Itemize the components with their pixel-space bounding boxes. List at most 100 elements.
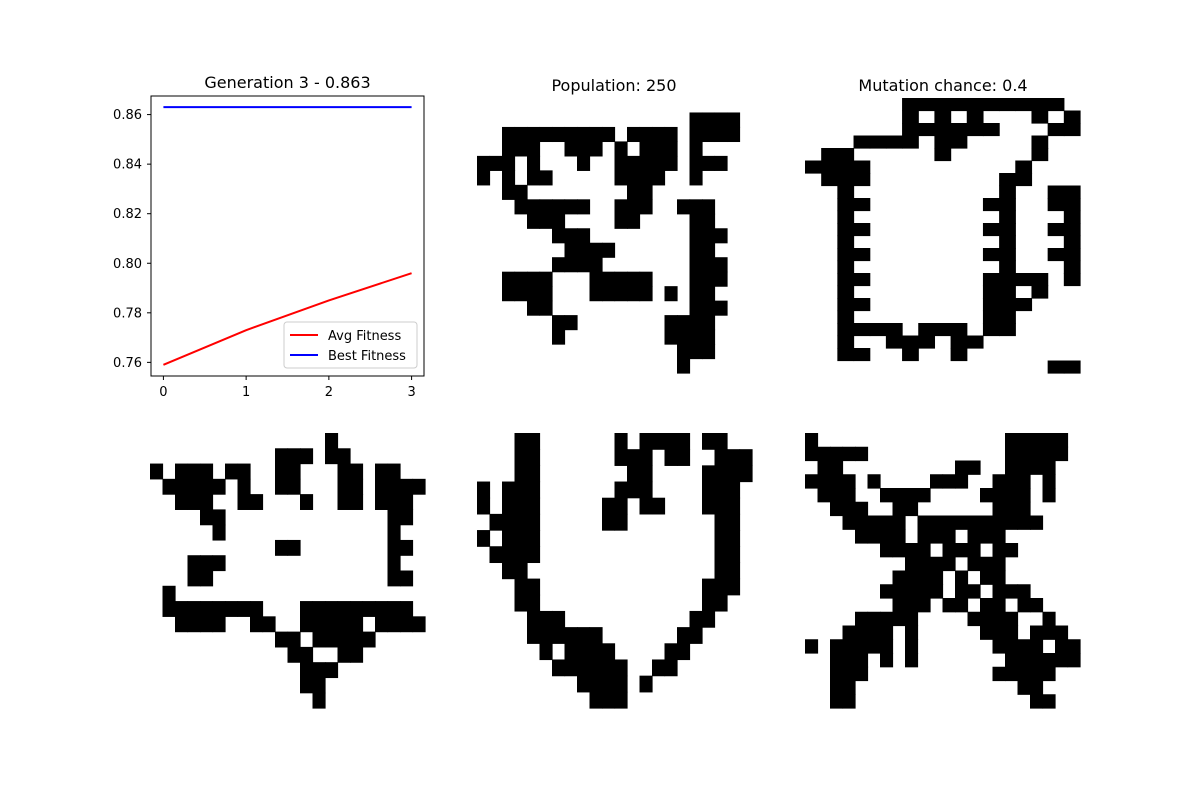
grid-cell [602, 242, 616, 258]
grid-cell [853, 223, 871, 237]
grid-cell [1063, 185, 1081, 199]
grid-cell [1005, 460, 1019, 475]
grid-cell [677, 344, 691, 360]
grid-cell [502, 562, 516, 580]
grid-cell [387, 463, 401, 480]
grid-cell [527, 513, 541, 531]
grid-cell [350, 601, 364, 617]
grid-cell [150, 463, 164, 480]
grid-cell [387, 616, 401, 633]
grid-cell [677, 199, 691, 215]
grid-cell [689, 141, 703, 157]
grid-cell [689, 610, 703, 628]
grid-cell [853, 198, 871, 212]
grid-cell [552, 659, 566, 677]
grid-cell [727, 126, 741, 143]
grid-cell [1030, 433, 1044, 448]
grid-cell [714, 546, 728, 564]
grid-cell [966, 110, 984, 124]
grid-cell [502, 286, 516, 302]
grid-cell [489, 155, 503, 171]
legend: Avg Fitness Best Fitness [283, 321, 418, 369]
grid-cell [200, 601, 214, 617]
grid-cell [175, 601, 189, 617]
grid-cell [602, 643, 616, 661]
grid-cell [950, 323, 968, 337]
grid-cell [967, 515, 981, 530]
grid-cell [639, 170, 653, 186]
grid-cell [614, 213, 628, 229]
grid-cell [1030, 460, 1044, 475]
grid-cell [992, 488, 1006, 503]
grid-cell [942, 543, 956, 558]
grid-cell [902, 135, 919, 149]
grid-cell [727, 449, 741, 466]
grid-cell [614, 155, 628, 171]
grid-cell [564, 141, 578, 157]
grid-cell [905, 598, 919, 613]
grid-cell [702, 112, 716, 128]
grid-cell [702, 213, 716, 229]
grid-cell [992, 666, 1006, 682]
grid-cell [400, 616, 414, 633]
grid-cell [942, 529, 956, 544]
grid-cell [602, 675, 616, 693]
grid-cell [200, 509, 214, 526]
grid-cell [614, 449, 628, 466]
grid-cell [702, 126, 716, 143]
y-axis: 0.76 0.78 0.80 0.82 0.84 0.86 [113, 108, 151, 371]
grid-cell [955, 543, 969, 558]
grid-cell [1017, 433, 1031, 448]
grid-cell [853, 160, 871, 174]
grid-cell [502, 513, 516, 531]
grid-cell [527, 627, 541, 644]
grid-cell [1031, 273, 1049, 287]
grid-cell [830, 488, 844, 503]
grid-cell [837, 173, 855, 187]
grid-cell [577, 199, 591, 215]
grid-cell [287, 463, 301, 480]
grid-cell [905, 543, 919, 558]
grid-cell [1047, 185, 1065, 199]
grid-cell [614, 675, 628, 693]
grid-cell [552, 610, 566, 628]
grid-cell [1042, 446, 1056, 462]
grid-cell [1042, 488, 1056, 503]
grid-cell [677, 449, 691, 466]
grid-cell [589, 675, 603, 693]
grid-cell [300, 677, 314, 694]
grid-cell [702, 271, 716, 287]
grid-cell [967, 529, 981, 544]
grid-cell [982, 248, 1000, 262]
grid-cell [830, 666, 844, 682]
grid-cell [702, 433, 716, 450]
grid-cell [1042, 460, 1056, 475]
grid-cell [837, 148, 855, 162]
grid-cell [1063, 223, 1081, 237]
grid-cell [589, 271, 603, 287]
grid-cell [589, 627, 603, 644]
grid-cell [614, 691, 628, 709]
grid-cell [934, 123, 952, 137]
grid-cell [237, 478, 251, 495]
grid-cell [1005, 584, 1019, 599]
grid-cell [1030, 598, 1044, 613]
grid-cell [614, 481, 628, 499]
grid-cell [614, 659, 628, 677]
grid-cell [577, 126, 591, 143]
grid-cell [664, 659, 678, 677]
grid-cell [999, 185, 1016, 199]
grid-cell [664, 329, 678, 345]
grid-cell [917, 598, 931, 613]
grid-cell [905, 488, 919, 503]
grid-cell [639, 481, 653, 499]
grid-cell [639, 497, 653, 515]
grid-cell [527, 449, 541, 466]
grid-cell [337, 616, 351, 633]
grid-cell [502, 497, 516, 515]
grid-cell [325, 433, 339, 449]
grid-cell [702, 610, 716, 628]
grid-cell [527, 199, 541, 215]
grid-cell [1063, 210, 1081, 224]
grid-cell [1031, 285, 1049, 299]
